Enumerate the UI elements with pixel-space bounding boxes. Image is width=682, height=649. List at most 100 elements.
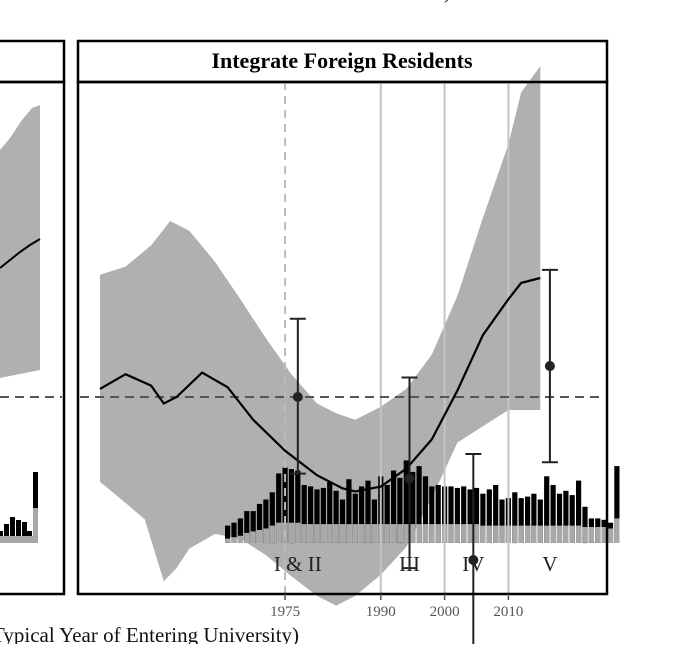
histogram-subset-bar [569, 525, 575, 543]
histogram-subset-bar [544, 525, 550, 543]
histogram-subset-bar [480, 525, 486, 543]
point-estimate [468, 555, 479, 565]
histogram-subset-bar [308, 524, 314, 543]
histogram-bar [225, 525, 231, 543]
histogram-bar [295, 470, 301, 543]
histogram-subset-bar [467, 524, 473, 543]
histogram-subset-bar [576, 525, 582, 543]
left-hist-subset [33, 508, 38, 543]
histogram-subset-bar [595, 527, 601, 543]
x-axis-ticks: 1975 1990 2000 2010 [270, 594, 523, 620]
histogram-bar [467, 489, 473, 543]
top-cropped-label: ) [444, 0, 451, 3]
histogram-bar [499, 499, 505, 543]
histogram-bar [563, 490, 569, 543]
histogram-subset-bar [359, 524, 365, 543]
histogram-bar [454, 487, 460, 543]
histogram-bar [525, 496, 531, 543]
histogram-subset-bar [263, 528, 269, 543]
histogram-subset-bar [410, 524, 416, 543]
histogram-subset-bar [333, 524, 339, 543]
histogram-subset-bar [607, 528, 614, 543]
histogram-subset-bar [225, 538, 231, 543]
histogram-subset-bar [525, 525, 531, 543]
x-tick-label: 2000 [430, 604, 460, 620]
histogram-subset-bar [250, 531, 256, 543]
histogram-subset-bar [518, 525, 524, 543]
x-tick-label: 1975 [270, 604, 300, 620]
histogram-bar [384, 485, 390, 543]
histogram-subset-bar [582, 527, 588, 543]
point-estimate [404, 473, 415, 484]
right-panel: Integrate Foreign Residents I & II III IV V… [76, 39, 620, 649]
histogram-bar [518, 498, 524, 543]
histogram-subset-bar [563, 525, 569, 543]
left-hist-bar [4, 524, 9, 543]
histogram-subset-bar [327, 524, 333, 543]
left-panel-confidence-band [0, 105, 40, 378]
histogram-subset-bar [550, 525, 556, 543]
left-panel-strip [0, 39, 66, 84]
histogram-bar [276, 473, 282, 543]
histogram-subset-bar [614, 518, 620, 543]
histogram-subset-bar [473, 524, 480, 543]
histogram-subset-bar [371, 524, 377, 543]
histogram-bar [582, 506, 588, 544]
right-panel-strip [76, 39, 609, 84]
histogram-subset-bar [295, 522, 301, 543]
histogram-bar [314, 489, 320, 543]
histogram-subset-bar [314, 524, 320, 543]
histogram-subset-bar [435, 524, 441, 543]
histogram-bar [269, 492, 275, 544]
histogram-bar [359, 486, 365, 543]
histogram-subset-bar [454, 524, 460, 543]
histogram-subset-bar [301, 524, 307, 543]
histogram-subset-bar [244, 532, 250, 544]
histogram-subset-bar [537, 525, 543, 543]
histogram-bar [480, 493, 486, 543]
histogram-bar [256, 503, 263, 543]
histogram-subset-bar [493, 525, 499, 543]
histogram-bar [569, 495, 575, 543]
histogram-subset-bar [416, 524, 422, 543]
histogram-subset-bar [512, 525, 518, 543]
histogram-bar [473, 487, 480, 543]
x-axis-label: Typical Year of Entering University) [0, 623, 299, 644]
histogram-subset-bar [346, 524, 352, 543]
plot-background-layer [80, 66, 620, 606]
histogram-bar [448, 486, 454, 543]
histogram-bar [435, 485, 441, 543]
point-estimate [544, 361, 555, 372]
histogram-bar [244, 511, 250, 543]
histogram-bar [550, 485, 556, 543]
histogram-bar [486, 489, 492, 543]
histogram-bar [365, 480, 371, 543]
histogram-bar [397, 477, 403, 544]
histogram-subset-bar [588, 527, 594, 543]
histogram-subset-bar [601, 527, 607, 543]
histogram-subset-bar [403, 524, 409, 543]
histogram-subset-bar [448, 524, 454, 543]
histogram-bar [327, 482, 333, 543]
x-tick-label: 1990 [366, 604, 396, 620]
histogram-bar [531, 493, 537, 543]
histogram-subset-bar [231, 537, 237, 543]
histogram-subset-bar [486, 525, 492, 543]
histogram-bar [556, 493, 563, 543]
point-estimate [292, 392, 303, 402]
histogram-bar [346, 479, 352, 543]
left-hist-bar [33, 472, 38, 543]
left-hist-subset [0, 536, 38, 543]
histogram-bar [403, 460, 409, 543]
histogram-bar [250, 511, 256, 543]
left-panel-frame [0, 80, 66, 596]
histogram-bar [410, 471, 416, 543]
histogram-subset-bar [256, 530, 263, 543]
histogram-bar [461, 486, 467, 543]
histogram-subset-bar [422, 524, 429, 543]
histogram-bar [237, 518, 243, 543]
histogram-bar [429, 486, 435, 543]
histogram-bar [288, 469, 294, 544]
histogram-subset-bar [339, 524, 346, 543]
histogram-bar [614, 466, 620, 543]
